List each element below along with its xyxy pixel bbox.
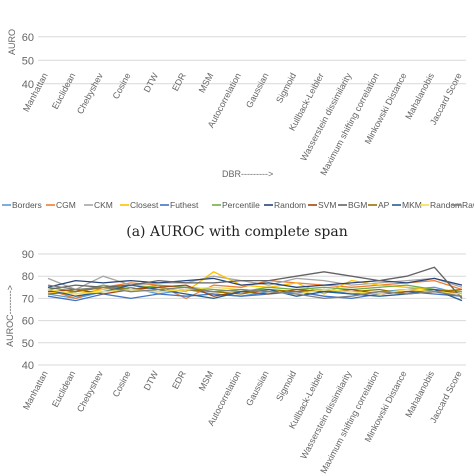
- series-line-rawdata: [47, 284, 463, 300]
- chart-b-gridlines: [38, 253, 466, 366]
- chart-a-xlabel: DBR--------->: [222, 169, 273, 179]
- chart-a-x-tick: Sigmoid: [274, 71, 298, 104]
- chart-b-ylabel: AUROC-------->: [5, 285, 15, 347]
- legend-label: Random: [274, 200, 306, 210]
- legend-label: CGM: [56, 200, 76, 210]
- chart-a-gridlines: [38, 36, 466, 85]
- series-line-random: [47, 277, 463, 288]
- legend-label: Rawdata: [462, 200, 474, 210]
- chart-a-x-tick: Cosine: [111, 71, 133, 100]
- chart-a-x-tick: Gaussian: [244, 71, 271, 109]
- figure-caption: (a) AUROC with complete span: [126, 224, 348, 240]
- chart-b-y-tick: 90: [22, 249, 34, 261]
- series-line-percentile: [47, 284, 463, 293]
- chart-a-legend: Borders CGM CKM Closest Futhest Percentile Ran…: [2, 200, 474, 210]
- chart-b-y-tick: 40: [22, 360, 34, 372]
- chart-a-ylabel: AURO: [7, 29, 17, 55]
- legend-label: Futhest: [170, 200, 199, 210]
- legend-label: SVM: [318, 200, 336, 210]
- legend-label: BGM: [348, 200, 367, 210]
- chart-b-x-tick: Chebyshev: [75, 369, 105, 414]
- legend-label: CKM: [94, 200, 113, 210]
- chart-b-y-tick: 50: [22, 338, 34, 350]
- chart-a-y-tick-labels: 60 50 40: [22, 32, 34, 91]
- chart-b-y-tick: 60: [22, 316, 34, 328]
- legend-label: Borders: [12, 200, 42, 210]
- chart-b-x-tick: Gaussian: [244, 369, 271, 407]
- legend-label: Closest: [130, 200, 159, 210]
- chart-auroc-detail: AUROC--------> 90 80 70 60 50 40 Manhattan Euc…: [5, 249, 466, 474]
- chart-b-x-tick: Euclidean: [50, 369, 77, 409]
- chart-b-x-tick: Sigmoid: [274, 369, 298, 402]
- chart-a-x-tick: DTW: [142, 71, 161, 94]
- legend-label: MKM: [402, 200, 422, 210]
- legend-label: Random: [430, 200, 462, 210]
- chart-b-x-tick: MSM: [197, 369, 216, 392]
- chart-b-y-tick: 80: [22, 271, 34, 283]
- chart-a-y-tick: 60: [22, 32, 34, 44]
- chart-b-x-tick: Manhattan: [21, 369, 50, 411]
- chart-b-x-tick: EDR: [170, 369, 188, 391]
- chart-a-x-tick: Euclidean: [50, 71, 77, 111]
- chart-a-x-tick: EDR: [170, 71, 188, 93]
- chart-b-x-tick: Wasserstein dissimilarity: [298, 369, 353, 461]
- chart-b-y-tick: 70: [22, 293, 34, 305]
- legend-label: Percentile: [222, 200, 260, 210]
- chart-a-y-tick: 50: [22, 55, 34, 67]
- legend-label: AP: [378, 200, 390, 210]
- chart-b-series-lines: [47, 266, 463, 302]
- chart-a-x-tick: Wasserstein dissimilarity: [298, 71, 353, 163]
- series-line-bgm: [47, 266, 463, 299]
- chart-a-x-tick: MSM: [197, 71, 216, 94]
- chart-a-x-tick: Manhattan: [21, 71, 50, 113]
- chart-a-x-tick: Chebyshev: [75, 71, 105, 116]
- chart-b-y-tick-labels: 90 80 70 60 50 40: [22, 249, 34, 372]
- chart-b-x-tick: Cosine: [111, 369, 133, 398]
- chart-a-y-tick: 40: [22, 79, 34, 91]
- chart-b-x-tick: DTW: [142, 369, 161, 392]
